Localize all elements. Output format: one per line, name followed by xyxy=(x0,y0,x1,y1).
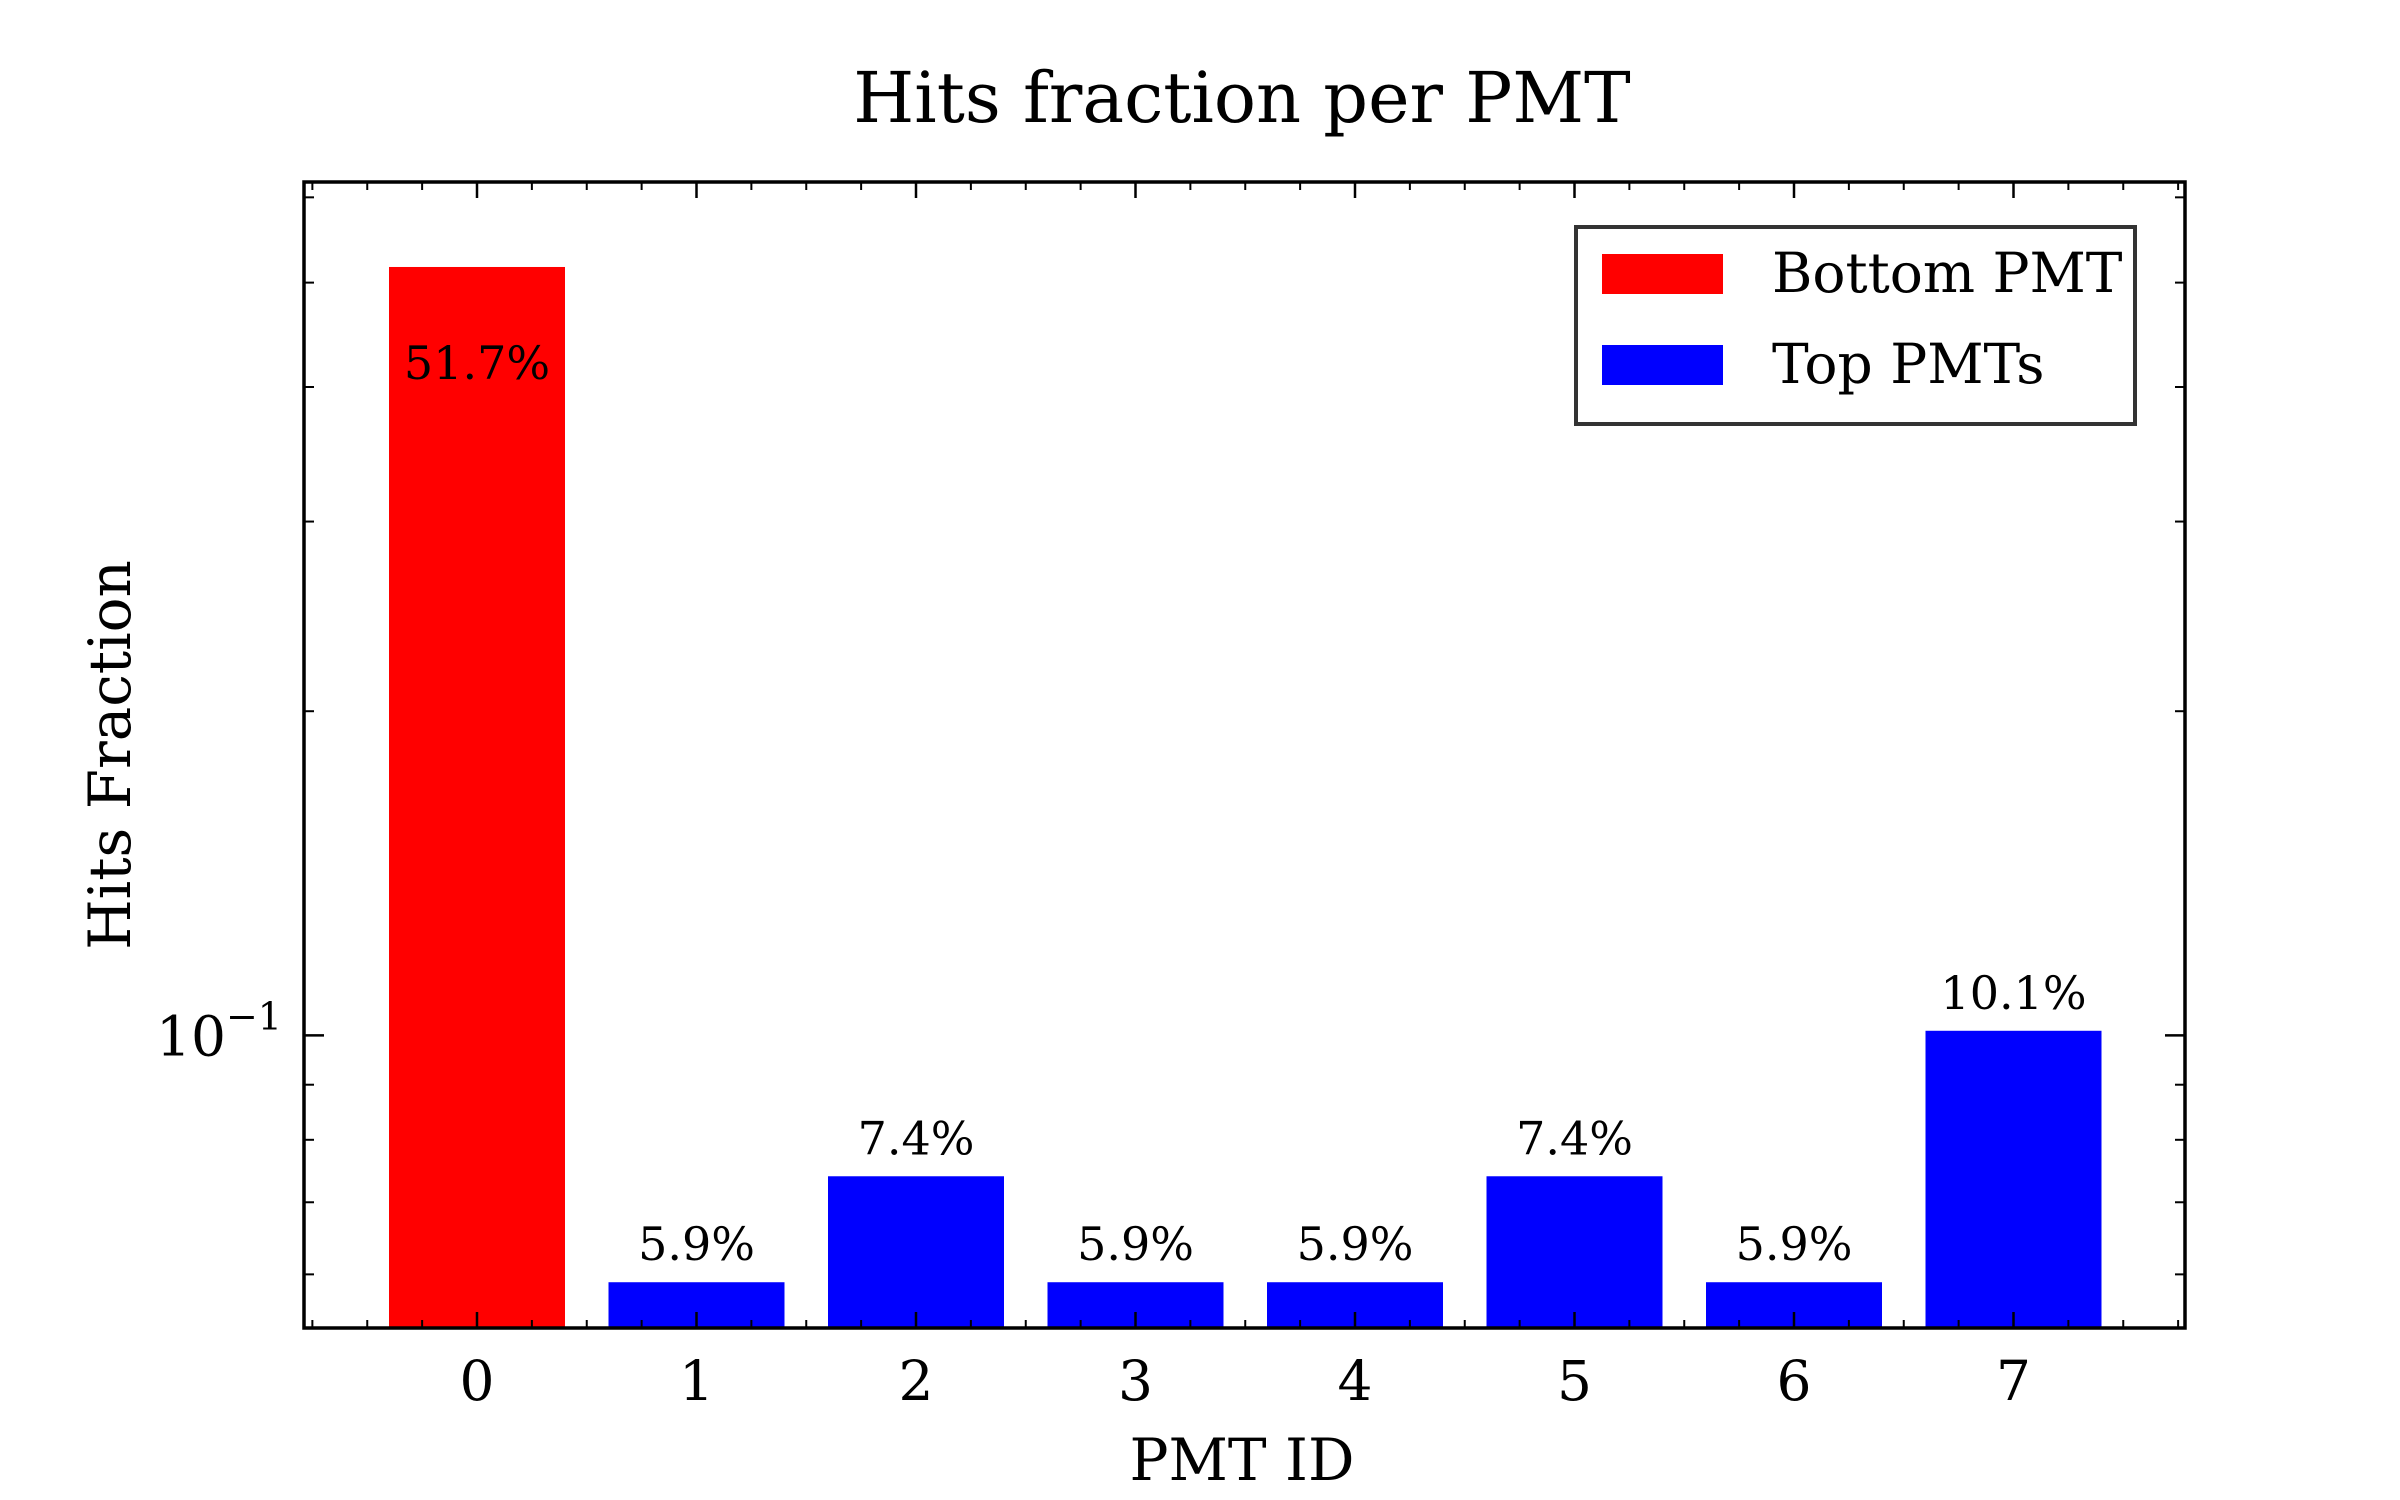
bar-value-label: 5.9% xyxy=(638,1217,755,1271)
legend-label-bottom: Bottom PMT xyxy=(1772,241,2123,305)
bar-value-label: 51.7% xyxy=(404,336,550,390)
y-tick-label: 10−1 xyxy=(156,994,282,1068)
legend-swatch-top xyxy=(1602,345,1723,385)
x-tick-label: 0 xyxy=(460,1349,495,1413)
x-tick-label: 7 xyxy=(1996,1349,2031,1413)
x-axis-label: PMT ID xyxy=(1130,1426,1355,1494)
bar-pmt-7 xyxy=(1925,1030,2102,1328)
axis-ticks: 0 1 2 3 4 5 6 7 10−1 xyxy=(156,182,2185,1413)
bar-value-label: 7.4% xyxy=(1516,1111,1633,1165)
bar-pmt-5 xyxy=(1486,1176,1663,1328)
bar-value-label: 5.9% xyxy=(1736,1217,1853,1271)
x-tick-label: 4 xyxy=(1338,1349,1373,1413)
bar-pmt-2 xyxy=(828,1176,1004,1328)
legend-swatch-bottom xyxy=(1602,254,1723,294)
bar-pmt-0 xyxy=(389,266,565,1328)
x-tick-label: 3 xyxy=(1118,1349,1153,1413)
bar-value-label: 5.9% xyxy=(1077,1217,1194,1271)
x-tick-label: 6 xyxy=(1777,1349,1812,1413)
plot-frame xyxy=(302,180,2187,1330)
bars: 51.7% 5.9% 7.4% 5.9% 5.9% 7.4% 5.9% 10.1% xyxy=(389,266,2102,1328)
legend: Bottom PMT Top PMTs xyxy=(1574,225,2137,426)
bar-value-label: 10.1% xyxy=(1940,966,2086,1020)
y-axis-label: Hits Fraction xyxy=(76,560,144,950)
bar-value-label: 7.4% xyxy=(858,1111,975,1165)
x-tick-label: 1 xyxy=(679,1349,714,1413)
chart-title: Hits fraction per PMT xyxy=(853,57,1630,139)
x-tick-label: 2 xyxy=(899,1349,934,1413)
bar-value-label: 5.9% xyxy=(1297,1217,1414,1271)
legend-label-top: Top PMTs xyxy=(1772,332,2044,396)
x-tick-label: 5 xyxy=(1557,1349,1592,1413)
